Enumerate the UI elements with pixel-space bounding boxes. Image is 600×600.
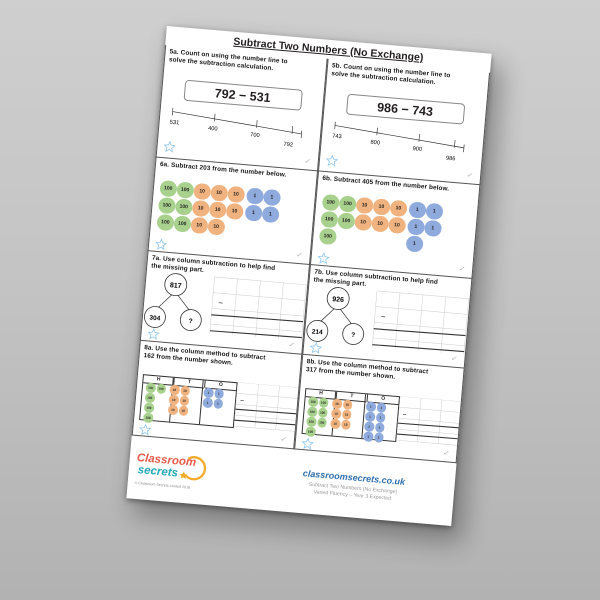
svg-text:792: 792	[284, 141, 295, 148]
svg-text:700: 700	[250, 131, 261, 138]
svg-text:986: 986	[446, 155, 457, 162]
svg-text:400: 400	[208, 125, 219, 132]
svg-text:900: 900	[413, 145, 424, 152]
svg-text:743: 743	[332, 133, 343, 140]
svg-text:304: 304	[149, 315, 161, 323]
svg-text:817: 817	[170, 282, 182, 290]
svg-text:−: −	[240, 398, 245, 405]
svg-text:531: 531	[170, 119, 181, 126]
svg-text:−: −	[381, 312, 387, 321]
svg-text:−: −	[218, 298, 224, 307]
svg-text:800: 800	[371, 139, 382, 146]
svg-text:926: 926	[332, 296, 344, 304]
svg-text:secrets: secrets	[138, 464, 179, 479]
svg-text:−: −	[402, 412, 407, 419]
svg-text:214: 214	[312, 328, 324, 336]
